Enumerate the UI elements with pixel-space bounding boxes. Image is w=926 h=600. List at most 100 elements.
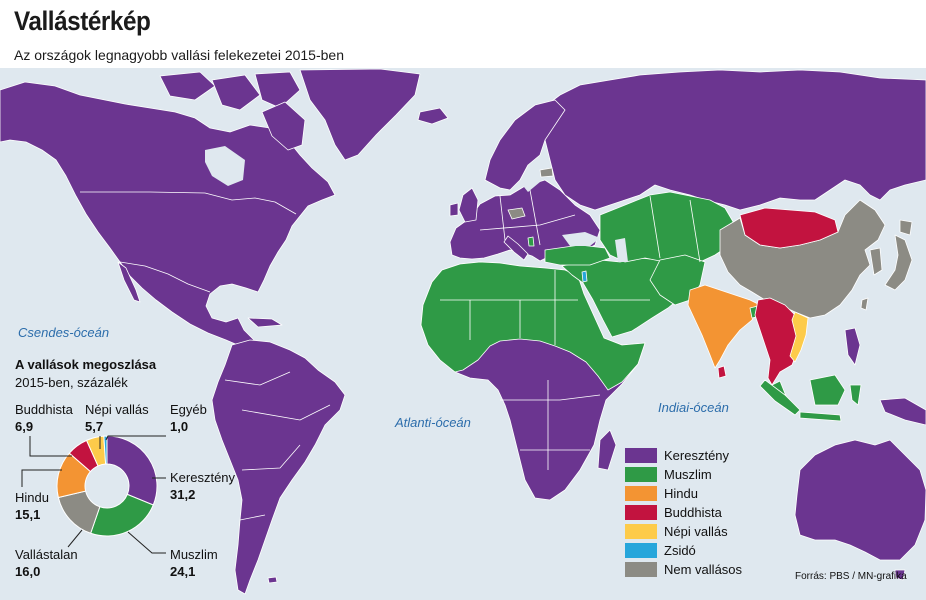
legend-swatch	[625, 505, 657, 520]
border-line	[241, 444, 301, 471]
border-line	[119, 261, 211, 293]
land-italy	[503, 235, 529, 261]
legend-item: Keresztény	[625, 446, 742, 465]
legend-label: Nem vallásos	[664, 562, 743, 577]
border-line	[241, 404, 331, 421]
land-russia	[539, 69, 926, 211]
land-arctic-island	[211, 74, 261, 111]
land-madagascar	[597, 429, 617, 471]
land-great-britain	[458, 187, 479, 223]
chart-subtitle: 2015-ben, százalék	[15, 375, 128, 390]
land-korea	[869, 247, 883, 276]
map-legend: Keresztény Muszlim Hindu Buddhista Népi …	[625, 446, 742, 579]
border-line	[224, 371, 291, 386]
land-japan	[884, 234, 913, 291]
legend-label: Zsidó	[664, 543, 696, 558]
leader-lines	[21, 435, 166, 554]
page-title: Vallástérkép	[14, 6, 151, 36]
caspian-sea	[615, 238, 628, 262]
land-taiwan	[860, 297, 869, 311]
border-line	[500, 394, 601, 401]
pie-slice-keresztény	[106, 435, 158, 506]
land-arctic-island	[159, 71, 216, 101]
pie-label-name: Keresztény	[170, 470, 236, 485]
legend-swatch	[625, 543, 657, 558]
pie-label-value: 24,1	[170, 564, 196, 579]
border-line	[479, 214, 576, 231]
land-borneo	[809, 374, 846, 406]
legend-swatch	[625, 486, 657, 501]
land-ireland	[449, 202, 459, 217]
legend-label: Hindu	[664, 486, 698, 501]
land-scandinavia	[484, 99, 566, 191]
legend-swatch	[625, 562, 657, 577]
pie-label-value: 31,2	[170, 487, 196, 502]
land-north-africa	[420, 261, 646, 391]
pie-label-value: 1,0	[170, 419, 189, 434]
land-southeast-asia-mainland	[754, 297, 801, 386]
ocean-label-pacific: Csendes-óceán	[18, 325, 110, 340]
land-greenland	[299, 68, 421, 161]
border-line	[239, 514, 266, 521]
legend-label: Muszlim	[664, 467, 712, 482]
land-caribbean	[247, 317, 283, 328]
legend-item: Hindu	[625, 484, 742, 503]
baltic-sea	[520, 172, 540, 192]
chart-title: A vallások megoszlása	[15, 357, 157, 372]
ocean-label-indian: Indiai-óceán	[658, 400, 729, 415]
border-line	[689, 199, 701, 263]
pie-label-value: 16,0	[15, 564, 41, 579]
land-java	[799, 411, 842, 422]
land-sulawesi	[849, 384, 862, 406]
land-albania	[527, 236, 535, 247]
legend-item: Nem vallásos	[625, 560, 742, 579]
legend-label: Buddhista	[664, 505, 722, 520]
legend-item: Népi vallás	[625, 522, 742, 541]
land-tasmania	[894, 569, 906, 581]
land-baffin-island	[261, 101, 306, 151]
leader-line-vallástalan	[67, 529, 83, 548]
land-czech-republic	[507, 207, 526, 220]
land-israel	[581, 270, 588, 283]
land-papua-new-guinea	[879, 397, 926, 426]
pie-label-value: 15,1	[15, 507, 41, 522]
religion-donut-chart	[56, 435, 158, 537]
legend-swatch	[625, 467, 657, 482]
leader-line-buddhista	[29, 436, 72, 457]
legend-label: Népi vallás	[664, 524, 728, 539]
pie-label-value: 6,9	[15, 419, 34, 434]
land-philippines	[844, 327, 861, 366]
legend-item: Zsidó	[625, 541, 742, 560]
land-arctic-island	[254, 71, 301, 109]
land-sumatra	[759, 379, 801, 416]
land-north-america	[0, 81, 336, 353]
border-line	[529, 189, 541, 246]
ocean-label-atlantic: Atlanti-óceán	[395, 415, 471, 430]
legend-item: Muszlim	[625, 465, 742, 484]
black-sea	[562, 232, 600, 246]
pie-label-value: 5,7	[85, 419, 104, 434]
land-hokkaido	[899, 219, 913, 236]
land-iceland	[417, 107, 449, 125]
land-sri-lanka	[717, 365, 727, 379]
land-estonia	[539, 167, 554, 178]
border-line	[499, 195, 506, 241]
land-south-america	[211, 339, 346, 595]
land-europe	[449, 179, 601, 262]
land-india	[687, 284, 761, 369]
leader-line-muszlim	[127, 531, 166, 554]
land-falklands	[267, 576, 278, 584]
border-line	[80, 191, 297, 215]
pie-label-name: Hindu	[15, 490, 49, 505]
legend-item: Buddhista	[625, 503, 742, 522]
land-australia	[794, 439, 926, 561]
page-subtitle: Az országok legnagyobb vallási felekezet…	[14, 47, 344, 63]
leader-line-egyéb	[105, 435, 166, 441]
legend-swatch	[625, 524, 657, 539]
pie-label-name: Muszlim	[170, 547, 218, 562]
land-baja-california	[117, 261, 141, 303]
source-credit: Forrás: PBS / MN-grafika	[795, 571, 907, 582]
legend-label: Keresztény	[664, 448, 730, 463]
legend-swatch	[625, 448, 657, 463]
